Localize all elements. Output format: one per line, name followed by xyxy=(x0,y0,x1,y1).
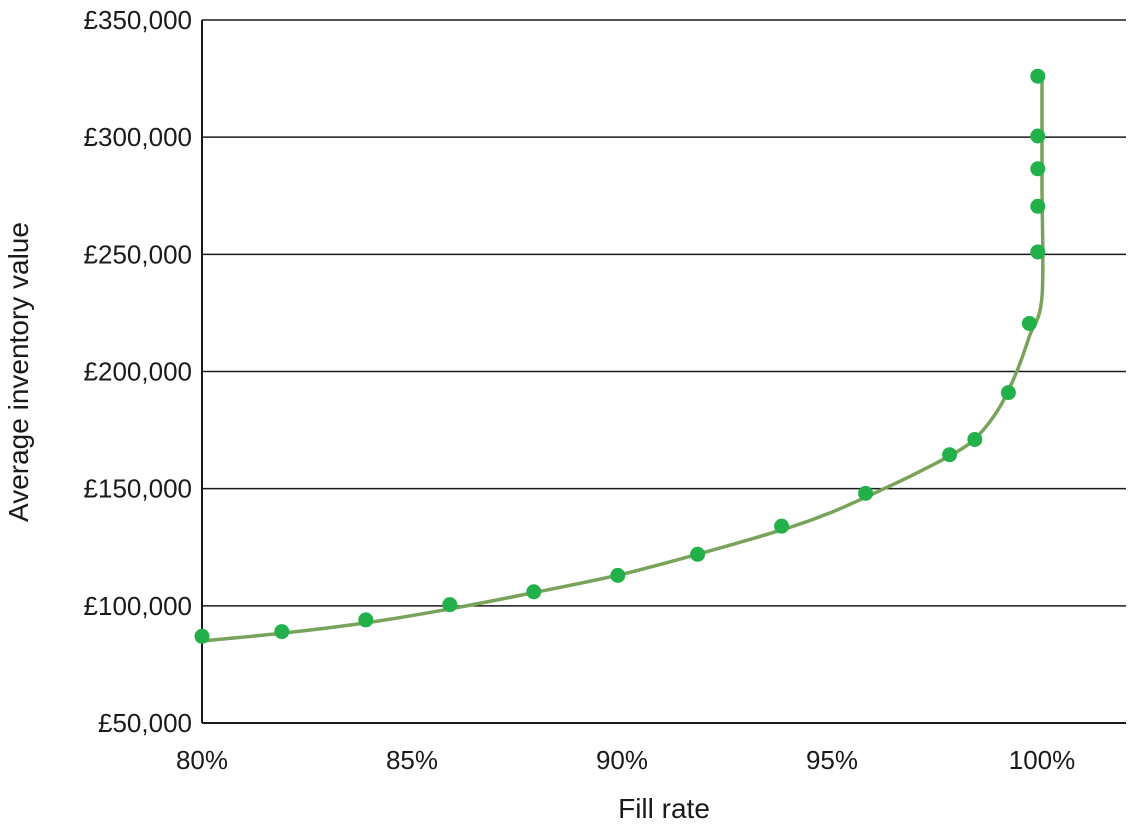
data-point xyxy=(690,546,706,562)
data-point xyxy=(1021,315,1037,331)
data-point xyxy=(967,431,983,447)
data-point xyxy=(1030,68,1046,84)
y-tick-label: £50,000 xyxy=(98,708,192,738)
data-point xyxy=(1030,198,1046,214)
x-tick-label: 80% xyxy=(176,745,228,775)
axes xyxy=(201,20,1126,724)
y-tick-label: £150,000 xyxy=(84,474,192,504)
data-point xyxy=(274,624,290,640)
y-tick-labels: £50,000 £100,000 £150,000 £200,000 £250,000 £… xyxy=(84,5,192,738)
data-point xyxy=(194,628,210,644)
x-axis-title: Fill rate xyxy=(618,793,710,824)
data-point xyxy=(942,447,958,463)
x-tick-label: 90% xyxy=(596,745,648,775)
y-tick-label: £200,000 xyxy=(84,357,192,387)
data-point xyxy=(774,518,790,534)
data-point xyxy=(1030,161,1046,177)
data-point xyxy=(1030,244,1046,260)
x-tick-label: 100% xyxy=(1009,745,1076,775)
data-points xyxy=(194,68,1046,644)
y-tick-label: £250,000 xyxy=(84,239,192,269)
data-point xyxy=(858,485,874,501)
grid-lines xyxy=(202,19,1126,607)
x-tick-label: 95% xyxy=(806,745,858,775)
data-point xyxy=(1000,385,1016,401)
data-point xyxy=(610,567,626,583)
data-point xyxy=(1030,128,1046,144)
data-point xyxy=(526,584,542,600)
data-point xyxy=(358,612,374,628)
trend-line xyxy=(200,72,1045,643)
y-tick-label: £350,000 xyxy=(84,5,192,35)
y-axis-title: Average inventory value xyxy=(3,222,34,522)
trend-line-path xyxy=(200,72,1045,643)
x-tick-labels: 80% 85% 90% 95% 100% xyxy=(176,745,1075,775)
x-tick-label: 85% xyxy=(386,745,438,775)
y-tick-label: £100,000 xyxy=(84,591,192,621)
data-point xyxy=(442,597,458,613)
y-tick-label: £300,000 xyxy=(84,122,192,152)
